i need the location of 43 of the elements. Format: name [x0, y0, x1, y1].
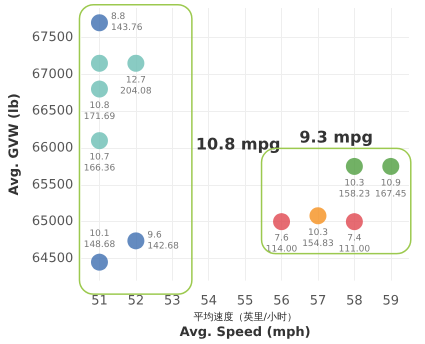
- y-tick-label: 66500: [32, 104, 74, 119]
- data-label: 7.4 111.00: [338, 234, 370, 255]
- data-label: 10.9 167.45: [375, 178, 407, 200]
- point: [90, 254, 108, 271]
- x-tick-label: 56: [273, 294, 290, 309]
- data-label: 10.3 158.23: [338, 178, 370, 200]
- x-tick-label: 59: [382, 294, 400, 309]
- x-tick-label: 51: [91, 294, 108, 309]
- data-label: 12.7 204.08: [120, 75, 152, 96]
- data-label: 7.6 114.00: [266, 234, 298, 255]
- y-tick-label: 67000: [32, 66, 74, 82]
- y-tick-label: 65500: [32, 177, 74, 192]
- data-label: 10.8 171.69: [84, 101, 116, 122]
- point: [127, 232, 144, 250]
- x-tick-label: 52: [128, 294, 144, 309]
- data-label: 10.1 148.68: [84, 229, 116, 250]
- point: [273, 213, 290, 230]
- point: [90, 14, 108, 32]
- data-label: 10.7 166.36: [84, 152, 116, 174]
- point: [90, 80, 108, 98]
- data-label: 9.6 142.68: [147, 230, 180, 252]
- point: [346, 158, 363, 175]
- y-tick-label: 64500: [32, 250, 74, 266]
- y-tick-label: 66000: [32, 140, 74, 156]
- annotation: 9.3 mpg: [299, 127, 373, 146]
- x-tick-label: 57: [310, 294, 326, 309]
- annotation: 10.8 mpg: [196, 134, 281, 154]
- y-axis-title: Avg. GVW (lb): [7, 93, 22, 196]
- point: [382, 158, 400, 175]
- point: [309, 207, 326, 224]
- x-tick-label: 58: [346, 294, 363, 309]
- data-label: 8.8 143.76: [110, 12, 143, 34]
- y-tick-label: 67500: [32, 30, 74, 45]
- x-tick-label: 55: [236, 294, 254, 309]
- x-tick-label: 53: [164, 294, 181, 309]
- point: [127, 54, 144, 72]
- point: [90, 54, 108, 72]
- x-tick-label: 54: [200, 294, 217, 309]
- y-tick-label: 65000: [32, 214, 74, 230]
- data-label: 10.3 154.83: [302, 228, 334, 249]
- point: [346, 213, 363, 230]
- x-axis-title: 平均速度（英里/小时） Avg. Speed (mph): [180, 311, 311, 340]
- point: [90, 132, 108, 150]
